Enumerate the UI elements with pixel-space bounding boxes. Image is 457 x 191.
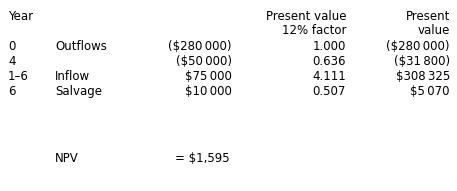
Text: value: value <box>418 24 450 37</box>
Text: 0.636: 0.636 <box>313 55 346 68</box>
Text: Salvage: Salvage <box>55 85 102 98</box>
Text: Inflow: Inflow <box>55 70 90 83</box>
Text: NPV: NPV <box>55 152 79 165</box>
Text: ($50 000): ($50 000) <box>176 55 232 68</box>
Text: Present: Present <box>406 10 450 23</box>
Text: 0: 0 <box>8 40 16 53</box>
Text: 1.000: 1.000 <box>313 40 346 53</box>
Text: ($31 800): ($31 800) <box>394 55 450 68</box>
Text: $308 325: $308 325 <box>396 70 450 83</box>
Text: $5 070: $5 070 <box>410 85 450 98</box>
Text: $75 000: $75 000 <box>185 70 232 83</box>
Text: ($280 000): ($280 000) <box>387 40 450 53</box>
Text: 12% factor: 12% factor <box>282 24 346 37</box>
Text: Present value: Present value <box>266 10 346 23</box>
Text: $10 000: $10 000 <box>185 85 232 98</box>
Text: 1–6: 1–6 <box>8 70 29 83</box>
Text: 4: 4 <box>8 55 16 68</box>
Text: Year: Year <box>8 10 33 23</box>
Text: 6: 6 <box>8 85 16 98</box>
Text: 4.111: 4.111 <box>312 70 346 83</box>
Text: 0.507: 0.507 <box>313 85 346 98</box>
Text: Outflows: Outflows <box>55 40 107 53</box>
Text: ($280 000): ($280 000) <box>169 40 232 53</box>
Text: = $1,595: = $1,595 <box>175 152 229 165</box>
